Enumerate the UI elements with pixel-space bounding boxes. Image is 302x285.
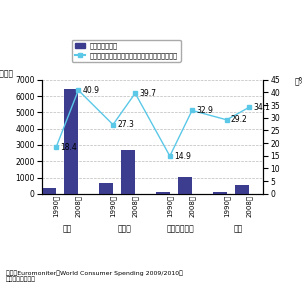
Bar (213, 192, 227, 194)
Y-axis label: （億ドル）: （億ドル） (0, 70, 14, 79)
Bar (156, 192, 170, 194)
Bar (42, 188, 56, 194)
Bar (121, 150, 135, 194)
Bar (235, 185, 249, 194)
Text: 29.2: 29.2 (231, 115, 248, 124)
Text: 資料：Euromoniter「World Consumer Spending 2009/2010」
　　　から作成。: 資料：Euromoniter「World Consumer Spending 2… (6, 270, 183, 282)
Text: 27.3: 27.3 (117, 120, 134, 129)
Y-axis label: （%）: （%） (294, 76, 302, 86)
Legend: サービス支出額, 家計支出に占めるサービス支出の割合（右目盛）: サービス支出額, 家計支出に占めるサービス支出の割合（右目盛） (72, 40, 181, 62)
Bar (178, 177, 192, 194)
Text: 18.4: 18.4 (60, 143, 77, 152)
Text: 40.9: 40.9 (82, 86, 99, 95)
Text: 14.9: 14.9 (174, 152, 191, 160)
Bar (99, 183, 113, 194)
Text: 39.7: 39.7 (139, 89, 156, 98)
Bar (64, 89, 78, 194)
Text: 34.1: 34.1 (253, 103, 270, 112)
Text: 32.9: 32.9 (196, 106, 213, 115)
